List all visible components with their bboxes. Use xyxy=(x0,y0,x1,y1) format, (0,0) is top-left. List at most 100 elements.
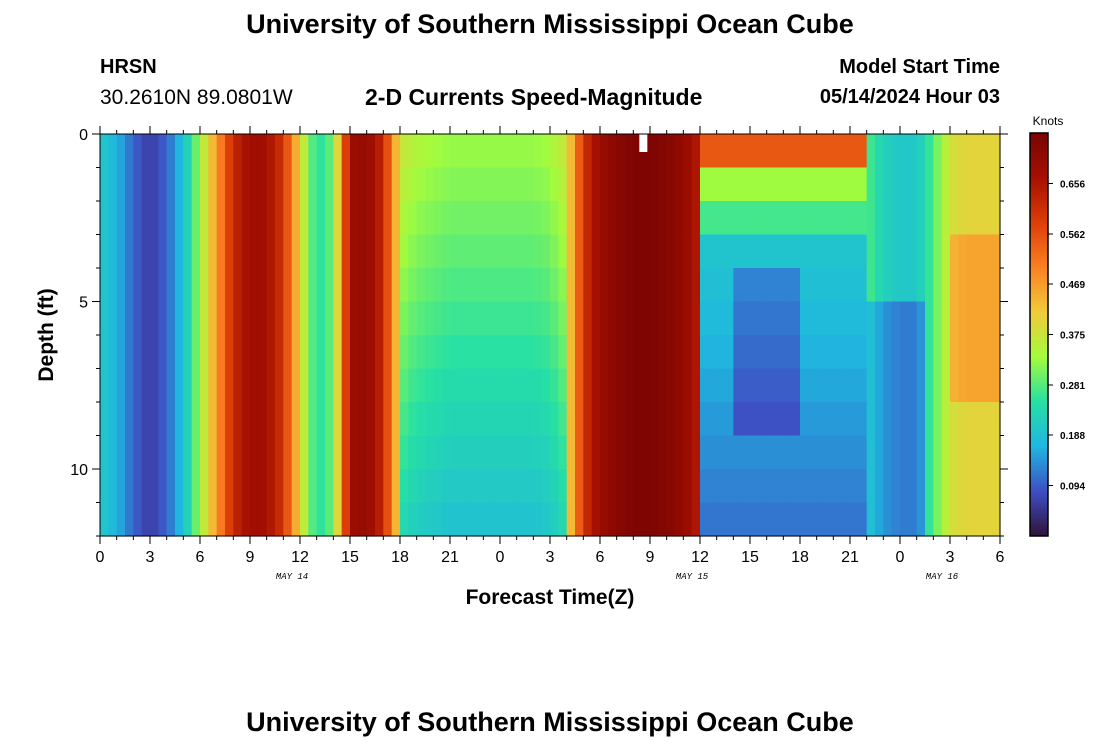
heatmap-cell xyxy=(375,301,384,336)
heatmap-cell xyxy=(150,268,159,303)
heatmap-cell xyxy=(458,335,468,370)
heatmap-cell xyxy=(250,134,259,169)
heatmap-cell xyxy=(683,301,693,336)
heatmap-cell xyxy=(325,301,334,336)
heatmap-cell xyxy=(858,301,868,336)
heatmap-cell xyxy=(866,201,876,236)
heatmap-cell xyxy=(883,469,893,504)
heatmap-cell xyxy=(575,167,584,202)
heatmap-cell xyxy=(733,134,743,169)
heatmap-cell xyxy=(275,201,284,236)
heatmap-cell xyxy=(191,502,201,537)
heatmap-cell xyxy=(766,201,776,236)
heatmap-cell xyxy=(766,234,776,269)
heatmap-cell xyxy=(866,435,876,470)
x-tick-label: 0 xyxy=(496,549,505,566)
heatmap-cell xyxy=(441,234,451,269)
heatmap-cell xyxy=(525,301,534,336)
heatmap-cell xyxy=(500,268,509,303)
heatmap-cell xyxy=(725,335,734,370)
heatmap-cell xyxy=(566,435,576,470)
heatmap-cell xyxy=(991,335,1001,370)
heatmap-cell xyxy=(850,435,859,470)
heatmap-cell xyxy=(983,134,993,169)
heatmap-cell xyxy=(358,301,368,336)
heatmap-cell xyxy=(891,201,901,236)
heatmap-cell xyxy=(491,469,501,504)
heatmap-cell xyxy=(950,469,959,504)
heatmap-cell xyxy=(725,402,734,437)
x-tick-label: 9 xyxy=(246,549,255,566)
heatmap-cell xyxy=(175,435,184,470)
heatmap-cell xyxy=(125,335,134,370)
heatmap-cell xyxy=(741,368,751,403)
heatmap-cell xyxy=(366,301,376,336)
heatmap-cell xyxy=(283,167,293,202)
heatmap-cell xyxy=(600,301,609,336)
heatmap-cell xyxy=(400,268,409,303)
heatmap-cell xyxy=(275,268,284,303)
heatmap-cell xyxy=(383,435,393,470)
heatmap-cell xyxy=(641,268,651,303)
heatmap-cell xyxy=(325,402,334,437)
heatmap-cell xyxy=(991,201,1001,236)
heatmap-cell xyxy=(641,368,651,403)
heatmap-cell xyxy=(575,402,584,437)
heatmap-cell xyxy=(700,502,709,537)
heatmap-cell xyxy=(800,134,809,169)
heatmap-cell xyxy=(658,134,668,169)
heatmap-cell xyxy=(891,167,901,202)
date-labels: MAY 14 MAY 15 MAY 16 xyxy=(276,572,959,582)
heatmap-cell xyxy=(116,469,126,504)
heatmap-cell xyxy=(183,502,193,537)
heatmap-cell xyxy=(533,234,543,269)
heatmap-cell xyxy=(291,301,301,336)
heatmap-cell xyxy=(375,268,384,303)
heatmap-cell xyxy=(941,469,951,504)
heatmap-cell xyxy=(600,234,609,269)
heatmap-cell xyxy=(825,435,834,470)
heatmap-cell xyxy=(658,201,668,236)
heatmap-cell xyxy=(475,368,484,403)
heatmap-cell xyxy=(683,335,693,370)
heatmap-cell xyxy=(391,435,401,470)
heatmap-cell xyxy=(216,502,226,537)
heatmap-cell xyxy=(433,167,443,202)
heatmap-cell xyxy=(875,469,884,504)
heatmap-cell xyxy=(758,368,768,403)
heatmap-cell xyxy=(766,435,776,470)
heatmap-cell xyxy=(333,469,343,504)
heatmap-cell xyxy=(325,435,334,470)
heatmap-cell xyxy=(216,268,226,303)
heatmap-cell xyxy=(275,301,284,336)
heatmap-cell xyxy=(891,502,901,537)
heatmap-cell xyxy=(258,234,268,269)
heatmap-cell xyxy=(908,167,918,202)
heatmap-cell xyxy=(866,134,876,169)
heatmap-cell xyxy=(258,134,268,169)
x-tick-label: 0 xyxy=(96,549,105,566)
heatmap-cell xyxy=(675,134,684,169)
heatmap-cell xyxy=(441,335,451,370)
heatmap-cell xyxy=(750,268,759,303)
heatmap-cell xyxy=(950,502,959,537)
heatmap-cell xyxy=(500,469,509,504)
heatmap-cell xyxy=(591,201,601,236)
heatmap-cell xyxy=(100,234,109,269)
heatmap-cell xyxy=(850,335,859,370)
heatmap-cell xyxy=(383,335,393,370)
heatmap-cell xyxy=(866,502,876,537)
heatmap-cell xyxy=(475,402,484,437)
heatmap-cell xyxy=(908,335,918,370)
heatmap-cell xyxy=(591,335,601,370)
heatmap-cell xyxy=(208,335,218,370)
heatmap-cell xyxy=(825,368,834,403)
heatmap-cell xyxy=(558,368,568,403)
heatmap-cell xyxy=(508,268,518,303)
heatmap-cell xyxy=(175,234,184,269)
heatmap-cell xyxy=(691,234,701,269)
heatmap-cell xyxy=(558,435,568,470)
heatmap-cell xyxy=(791,402,801,437)
heatmap-cell xyxy=(750,402,759,437)
heatmap-cell xyxy=(491,435,501,470)
